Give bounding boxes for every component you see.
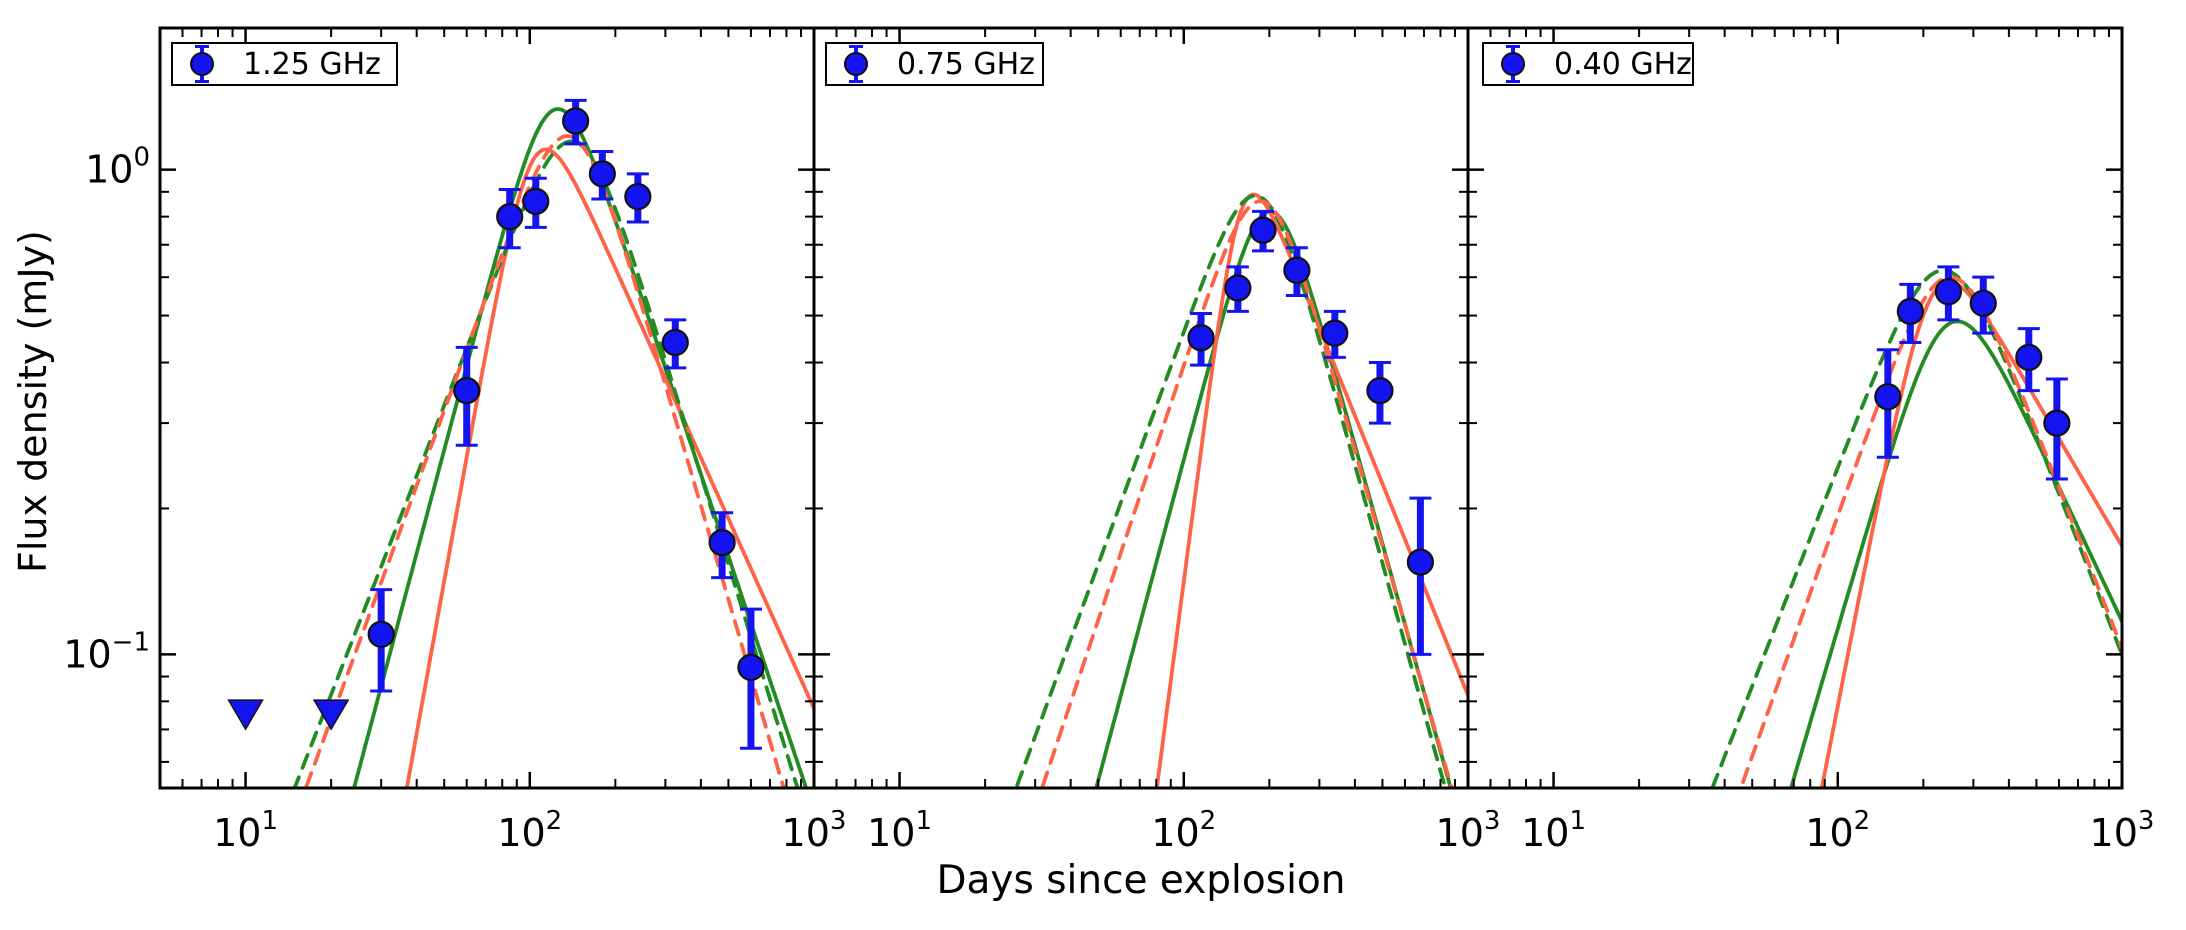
data-point: [2015, 343, 2043, 371]
panel-border: [1466, 26, 2124, 790]
data-point: [1406, 548, 1434, 576]
data-point: [453, 377, 481, 405]
y-tick-label: 10−1: [63, 627, 150, 676]
data-point: [2043, 409, 2071, 437]
x-tick-label: 103: [2090, 806, 2155, 855]
data-point: [1283, 256, 1311, 284]
data-point: [1321, 319, 1349, 347]
legend-label: 0.40 GHz: [1554, 46, 1692, 82]
legend-errorbar-marker-icon: [189, 44, 215, 84]
legend-panel-1: 1.25 GHz: [171, 42, 398, 86]
data-point: [522, 187, 550, 216]
data-point: [562, 107, 590, 135]
y-axis-label: Flux density (mJy): [11, 230, 55, 573]
panel-border: [158, 26, 816, 790]
data-point: [1934, 278, 1962, 306]
legend-errorbar-marker-icon: [1500, 44, 1526, 84]
model-curve-orange-dashed: [1040, 199, 1454, 788]
x-tick-label: 102: [1151, 806, 1216, 855]
model-curve-green-solid: [352, 107, 809, 788]
x-axis-label: Days since explosion: [936, 858, 1346, 903]
panel-plot-area: [1710, 265, 2122, 788]
panel-plot-area: [227, 98, 814, 788]
data-point: [708, 529, 736, 557]
x-tick-label: 102: [497, 806, 562, 855]
legend-panel-3: 0.40 GHz: [1482, 42, 1694, 86]
x-tick-label: 103: [782, 806, 847, 855]
data-point: [588, 160, 616, 188]
x-tick-label: 103: [1436, 806, 1501, 855]
data-point: [1366, 377, 1394, 405]
legend-label: 1.25 GHz: [243, 46, 381, 82]
upper-limit-triangle-icon: [227, 699, 264, 731]
data-point: [1249, 216, 1277, 244]
data-point: [1224, 274, 1252, 302]
data-point: [1969, 289, 1997, 317]
x-tick-label: 101: [867, 806, 932, 855]
model-curve-green-dashed: [1710, 268, 2122, 788]
x-tick-label: 101: [1521, 806, 1586, 855]
panel-plot-area: [1014, 192, 1468, 788]
data-point: [661, 328, 689, 357]
data-point: [624, 182, 652, 211]
data-point: [737, 653, 765, 681]
model-curve-orange-solid: [404, 147, 814, 788]
data-point: [367, 620, 395, 648]
model-curve-orange-dashed: [1738, 275, 2122, 788]
y-tick-label: 100: [85, 143, 150, 192]
model-curve-green-solid: [1789, 319, 2122, 788]
legend-panel-2: 0.75 GHz: [825, 42, 1044, 86]
model-curve-green-dashed: [1014, 193, 1448, 788]
data-point: [1896, 297, 1924, 325]
legend-label: 0.75 GHz: [897, 46, 1035, 82]
data-point: [496, 203, 524, 231]
model-curve-green-solid: [1094, 209, 1453, 788]
panel-border: [812, 26, 1470, 790]
x-tick-label: 101: [213, 806, 278, 855]
legend-errorbar-marker-icon: [843, 44, 869, 84]
data-point: [1187, 324, 1215, 352]
upper-limit-triangle-icon: [312, 699, 350, 731]
data-point: [1874, 383, 1902, 411]
x-tick-label: 102: [1805, 806, 1870, 855]
